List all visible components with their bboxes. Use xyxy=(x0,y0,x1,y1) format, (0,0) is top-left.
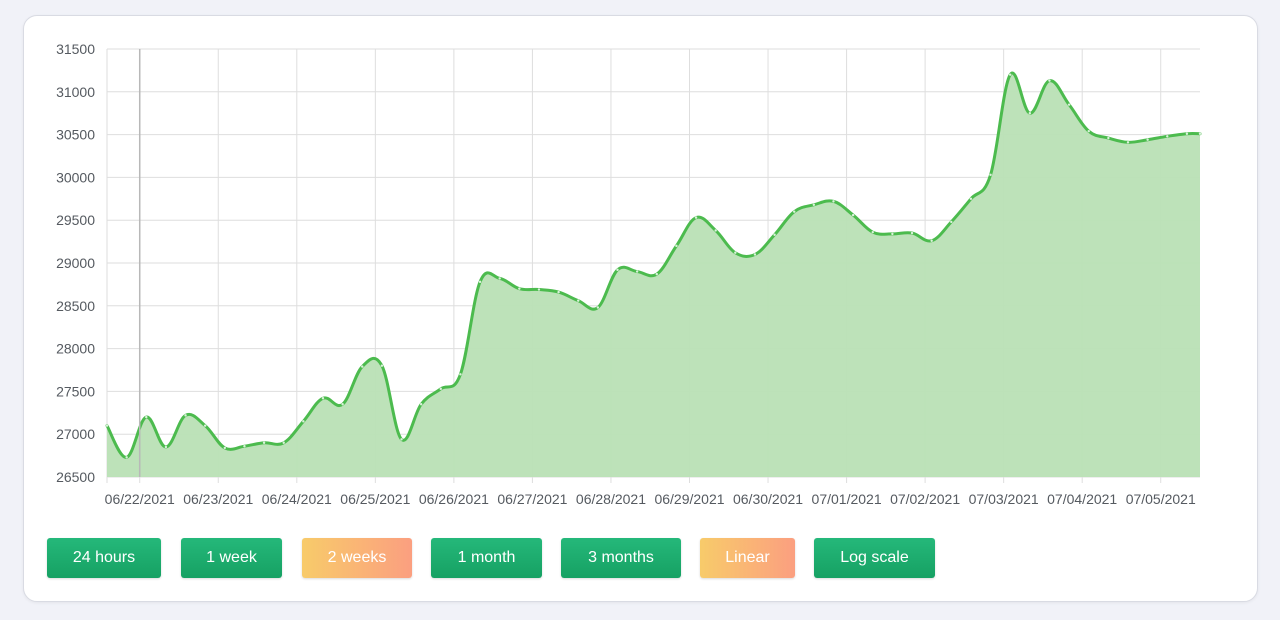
data-point xyxy=(1028,112,1032,115)
data-point xyxy=(1166,135,1169,138)
data-point xyxy=(910,231,914,235)
log-scale-button[interactable]: Log scale xyxy=(814,538,935,578)
chart-card: 26500 27000 27500 28000 28500 29000 29500 30000… xyxy=(23,15,1258,602)
data-point xyxy=(635,270,639,273)
x-tick-label: 06/30/2021 xyxy=(733,491,803,507)
data-point xyxy=(380,364,384,367)
data-point xyxy=(773,233,776,236)
data-point xyxy=(596,306,600,309)
data-point xyxy=(262,441,266,444)
data-point xyxy=(1008,73,1012,76)
range-1-week-button[interactable]: 1 week xyxy=(181,538,282,578)
x-tick-label: 06/23/2021 xyxy=(183,491,253,507)
data-point xyxy=(989,173,992,177)
data-point xyxy=(341,403,344,406)
data-point xyxy=(1126,141,1130,144)
y-tick-label: 29500 xyxy=(56,212,95,228)
data-point xyxy=(1107,136,1110,140)
linear-scale-button[interactable]: Linear xyxy=(700,538,795,578)
x-tick-label: 06/26/2021 xyxy=(419,491,489,507)
data-point xyxy=(734,251,737,254)
data-point xyxy=(518,287,521,290)
data-point xyxy=(969,197,973,200)
data-point xyxy=(282,441,285,444)
y-tick-label: 29000 xyxy=(56,255,95,271)
data-point xyxy=(714,229,717,232)
x-tick-label: 06/25/2021 xyxy=(340,491,410,507)
data-point xyxy=(655,272,658,276)
data-point xyxy=(419,403,423,406)
data-point xyxy=(537,288,541,291)
data-point xyxy=(1185,132,1189,135)
data-point xyxy=(1087,129,1090,133)
y-tick-label: 31500 xyxy=(56,41,95,57)
y-tick-label: 28500 xyxy=(56,298,95,314)
data-point xyxy=(871,230,874,234)
price-chart: 26500 27000 27500 28000 28500 29000 29500 30000… xyxy=(56,41,1202,507)
data-point xyxy=(753,253,757,256)
data-point xyxy=(1198,132,1202,135)
y-tick-label: 30000 xyxy=(56,169,95,185)
data-point xyxy=(812,203,816,206)
data-point xyxy=(793,210,796,213)
data-point xyxy=(478,280,482,284)
data-point xyxy=(950,220,953,224)
range-1-month-button[interactable]: 1 month xyxy=(431,538,542,578)
data-point xyxy=(557,290,560,294)
data-point xyxy=(439,387,442,391)
data-point xyxy=(832,200,835,203)
data-point xyxy=(616,268,619,272)
x-tick-label: 07/05/2021 xyxy=(1126,491,1196,507)
data-point xyxy=(361,365,364,368)
y-tick-label: 27000 xyxy=(56,426,95,442)
data-point xyxy=(1146,138,1149,141)
data-point xyxy=(930,239,933,242)
range-24-hours-button[interactable]: 24 hours xyxy=(47,538,161,578)
data-point xyxy=(243,444,246,448)
data-point xyxy=(321,397,325,400)
data-point xyxy=(694,216,698,219)
x-tick-label: 07/04/2021 xyxy=(1047,491,1117,507)
x-tick-label: 06/28/2021 xyxy=(576,491,646,507)
data-point xyxy=(459,373,462,376)
data-point xyxy=(675,244,678,248)
y-tick-label: 30500 xyxy=(56,127,95,143)
y-axis: 26500 27000 27500 28000 28500 29000 29500 30000… xyxy=(56,41,95,485)
data-point xyxy=(1067,103,1071,106)
y-tick-label: 26500 xyxy=(56,469,95,485)
x-tick-label: 06/27/2021 xyxy=(497,491,567,507)
data-point xyxy=(125,456,128,459)
area-fill xyxy=(107,73,1200,478)
y-tick-label: 27500 xyxy=(56,383,95,399)
data-point xyxy=(400,438,403,441)
y-tick-label: 31000 xyxy=(56,84,95,100)
data-point xyxy=(498,277,501,280)
x-tick-label: 07/01/2021 xyxy=(812,491,882,507)
area-series xyxy=(105,49,1202,478)
x-tick-label: 06/24/2021 xyxy=(262,491,332,507)
data-point xyxy=(1048,79,1051,82)
data-point xyxy=(577,299,580,302)
data-point xyxy=(145,415,148,419)
data-point xyxy=(851,213,855,217)
data-point xyxy=(891,232,894,236)
x-tick-label: 07/03/2021 xyxy=(969,491,1039,507)
data-point xyxy=(302,420,305,423)
data-point xyxy=(223,446,227,450)
data-point xyxy=(184,414,187,417)
x-tick-label: 07/02/2021 xyxy=(890,491,960,507)
x-tick-label: 06/22/2021 xyxy=(105,491,175,507)
y-tick-label: 28000 xyxy=(56,341,95,357)
data-point xyxy=(105,424,109,427)
range-2-weeks-button[interactable]: 2 weeks xyxy=(302,538,412,578)
range-3-months-button[interactable]: 3 months xyxy=(561,538,681,578)
x-axis: 06/22/2021 06/23/2021 06/24/2021 06/25/2021… xyxy=(105,491,1196,507)
x-tick-label: 06/29/2021 xyxy=(654,491,724,507)
data-point xyxy=(164,445,168,449)
data-point xyxy=(203,424,207,427)
